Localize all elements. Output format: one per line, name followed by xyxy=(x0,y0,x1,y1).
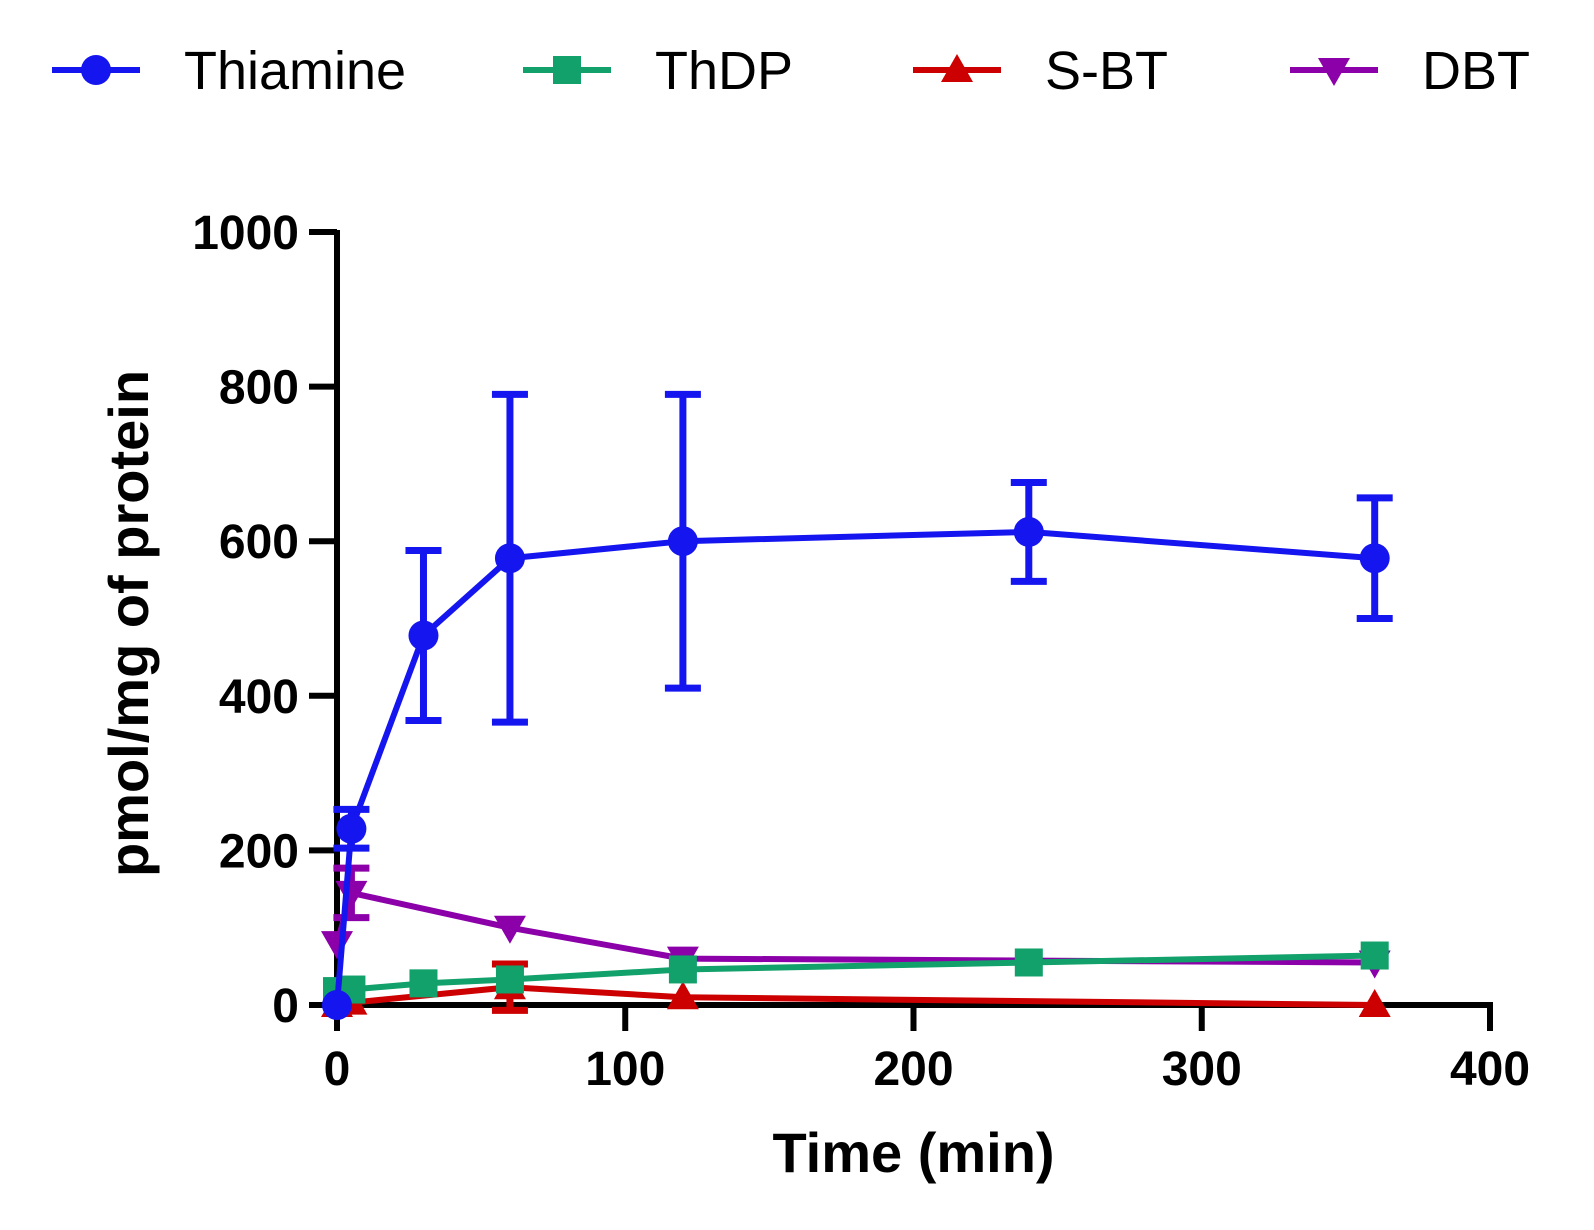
y-tick-label: 0 xyxy=(272,980,299,1033)
data-point xyxy=(667,526,698,557)
data-point xyxy=(408,620,439,651)
legend-item: Thiamine xyxy=(52,41,406,101)
y-tick-label: 800 xyxy=(219,362,299,415)
data-point xyxy=(495,965,524,994)
x-axis-ticks: 0 100 200 300 400 xyxy=(324,1005,1530,1096)
legend-label: ThDP xyxy=(655,41,793,101)
series-dbt xyxy=(321,864,1391,979)
x-tick-label: 300 xyxy=(1162,1043,1242,1096)
data-point xyxy=(668,955,697,984)
data-point xyxy=(1013,516,1044,547)
legend-marker xyxy=(81,55,111,85)
series-thdp xyxy=(323,941,1389,1006)
chart-axes: 0 200 400 600 800 1000 0 100 200 300 400 xyxy=(192,207,1530,1096)
y-tick-label: 200 xyxy=(219,825,299,878)
data-point xyxy=(493,915,526,944)
series-line xyxy=(334,889,1375,966)
data-point xyxy=(1014,948,1043,977)
data-point xyxy=(494,543,525,574)
data-point xyxy=(336,813,367,844)
legend-item: ThDP xyxy=(523,41,793,101)
x-axis-title: Time (min) xyxy=(772,1121,1054,1184)
legend-item: S-BT xyxy=(913,41,1168,101)
x-tick-label: 0 xyxy=(324,1043,351,1096)
series-s-bt xyxy=(321,960,1391,1017)
data-point xyxy=(321,931,353,960)
x-tick-label: 200 xyxy=(873,1043,953,1096)
x-tick-label: 400 xyxy=(1450,1043,1530,1096)
legend-label: S-BT xyxy=(1045,41,1168,101)
y-tick-label: 400 xyxy=(219,671,299,724)
legend-marker xyxy=(941,54,973,82)
data-point xyxy=(335,880,368,909)
data-point xyxy=(1359,543,1390,574)
series-line xyxy=(334,528,1375,1006)
legend-marker xyxy=(553,56,581,84)
legend-label: Thiamine xyxy=(184,41,406,101)
legend-item: DBT xyxy=(1290,41,1530,101)
y-axis-title: pmol/mg of protein xyxy=(97,370,160,877)
data-point xyxy=(1360,941,1389,970)
y-axis-ticks: 0 200 400 600 800 1000 xyxy=(192,207,337,1033)
chart-legend: Thiamine ThDP S-BT DBT xyxy=(52,41,1530,101)
plot-area xyxy=(321,390,1393,1020)
series-thiamine xyxy=(322,390,1393,1020)
legend-marker xyxy=(1318,58,1350,86)
legend-label: DBT xyxy=(1422,41,1530,101)
x-tick-label: 100 xyxy=(585,1043,665,1096)
data-point xyxy=(666,981,699,1010)
data-point xyxy=(1358,989,1391,1017)
data-point xyxy=(322,990,352,1020)
y-tick-label: 1000 xyxy=(192,207,299,260)
y-tick-label: 600 xyxy=(219,516,299,569)
data-point xyxy=(409,969,438,998)
